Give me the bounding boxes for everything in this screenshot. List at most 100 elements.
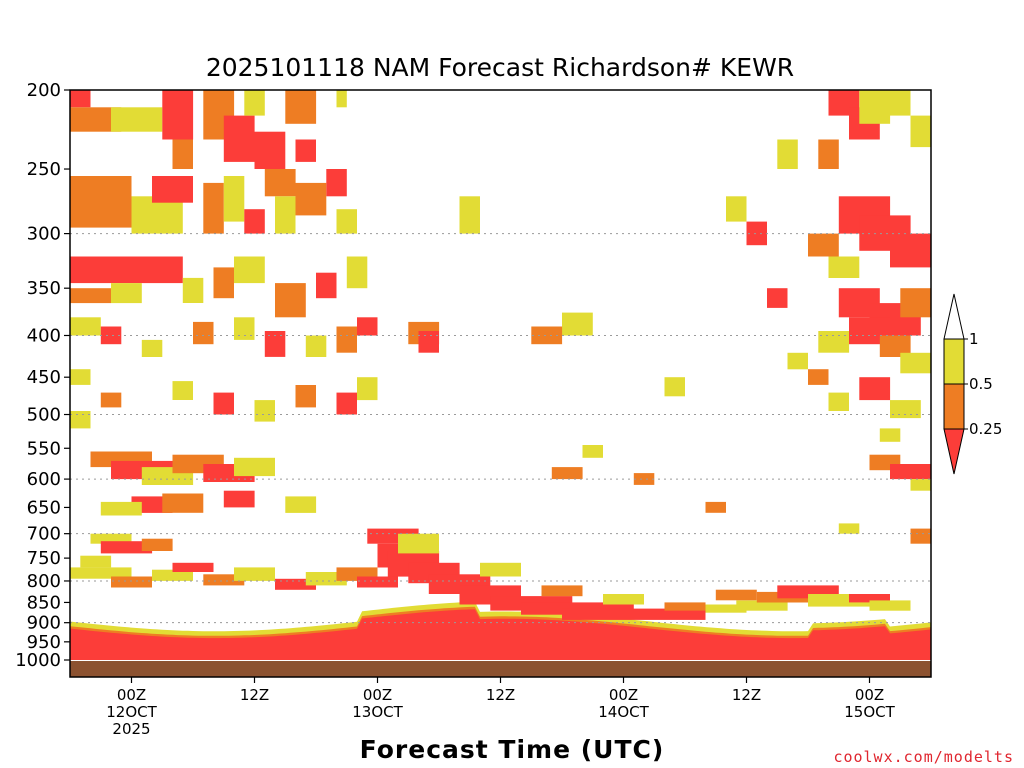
- heatmap-cell: [223, 490, 255, 508]
- heatmap-cell: [213, 392, 234, 415]
- surface-band-low-ri: [70, 609, 931, 660]
- credit-text[interactable]: coolwx.com/modelts: [833, 748, 1014, 766]
- heatmap-cell: [398, 533, 439, 554]
- heatmap-cell: [480, 562, 521, 577]
- heatmap-cell: [254, 400, 275, 422]
- heatmap-cell: [890, 464, 931, 480]
- y-tick-label: 200: [27, 80, 61, 101]
- y-tick-label: 300: [27, 224, 61, 245]
- heatmap-cell: [193, 321, 214, 345]
- heatmap-cell: [664, 377, 685, 397]
- heatmap-cell: [264, 331, 286, 357]
- heatmap-cell: [418, 331, 439, 353]
- heatmap-cell: [767, 288, 788, 308]
- y-tick-label: 250: [27, 159, 61, 180]
- heatmap-cell: [70, 317, 101, 336]
- heatmap-cell: [275, 578, 316, 590]
- heatmap-cell: [100, 326, 122, 345]
- heatmap-cell: [346, 256, 368, 289]
- heatmap-cell: [172, 381, 193, 400]
- heatmap-cell: [152, 569, 193, 581]
- heatmap-cell: [254, 131, 286, 169]
- y-tick-label: 350: [27, 278, 61, 299]
- heatmap-cell: [213, 267, 234, 299]
- heatmap-cell: [828, 392, 849, 411]
- heatmap-cell: [336, 209, 357, 234]
- x-tick-label: 15OCT: [844, 703, 895, 721]
- heatmap-cell: [141, 339, 163, 357]
- x-tick-label: 12Z: [240, 686, 269, 704]
- y-tick-label: 700: [27, 524, 61, 545]
- heatmap-cell: [890, 233, 931, 268]
- ground-strip: [70, 661, 931, 677]
- heatmap-cell: [705, 501, 726, 513]
- heatmap-cell: [357, 576, 398, 588]
- heatmap-cell: [70, 288, 111, 304]
- heatmap-cell: [70, 90, 91, 108]
- x-tick-label: 00Z: [855, 686, 884, 704]
- x-tick-label: 12Z: [486, 686, 515, 704]
- x-tick-label: 13OCT: [352, 703, 403, 721]
- heatmap-cell: [326, 169, 347, 197]
- heatmap-cell: [736, 600, 788, 611]
- heatmap-cell: [828, 256, 860, 278]
- colorbar-label: 0.5: [969, 375, 993, 393]
- heatmap-cell: [746, 221, 767, 246]
- colorbar-segment: [943, 383, 965, 430]
- colorbar-segment: [943, 338, 965, 385]
- heatmap-cell: [900, 352, 932, 374]
- x-tick-label: 00Z: [363, 686, 392, 704]
- heatmap-cell: [879, 428, 901, 442]
- heatmap-cell: [859, 377, 891, 401]
- heatmap-cell: [203, 574, 245, 586]
- y-tick-label: 650: [27, 497, 61, 518]
- heatmap-cell: [90, 533, 132, 544]
- heatmap-cell: [285, 496, 317, 513]
- x-tick-label: 12Z: [732, 686, 761, 704]
- heatmap-cell: [603, 594, 644, 605]
- heatmap-cell: [336, 326, 357, 353]
- heatmap-cell: [172, 562, 214, 572]
- y-tick-label: 400: [27, 325, 61, 346]
- y-tick-label: 850: [27, 592, 61, 613]
- x-tick-label: 2025: [112, 720, 150, 738]
- heatmap-cell: [726, 196, 747, 222]
- heatmap-cell: [459, 196, 480, 234]
- heatmap-cell: [100, 392, 122, 408]
- x-axis-label: Forecast Time (UTC): [360, 735, 665, 764]
- heatmap-cell: [223, 115, 255, 162]
- heatmap-cell: [275, 283, 306, 318]
- y-tick-label: 600: [27, 469, 61, 490]
- heatmap-cell: [818, 139, 839, 169]
- y-tick-label: 450: [27, 367, 61, 388]
- heatmap-cell: [244, 90, 265, 116]
- heatmap-cell: [541, 585, 583, 597]
- heatmap-cell: [336, 90, 347, 108]
- y-tick-label: 500: [27, 405, 61, 426]
- heatmap-cell: [777, 139, 798, 169]
- heatmap-cell: [531, 326, 563, 345]
- y-tick-label: 550: [27, 438, 61, 459]
- heatmap-cell: [705, 604, 747, 613]
- heatmap-cell: [551, 467, 583, 480]
- heatmap-cell: [70, 176, 132, 228]
- heatmap-cell: [141, 538, 173, 551]
- heatmap-cell: [582, 445, 603, 458]
- heatmap-cell: [562, 608, 706, 620]
- chart-title: 2025101118 NAM Forecast Richardson# KEWR: [206, 53, 794, 82]
- heatmap-cell: [859, 90, 891, 124]
- y-tick-label: 950: [27, 632, 61, 653]
- heatmap-cell: [223, 176, 245, 222]
- heatmap-cell: [111, 576, 152, 588]
- heatmap-cell: [111, 283, 142, 304]
- heatmap-cell: [275, 196, 296, 234]
- heatmap-cell: [100, 501, 142, 516]
- heatmap-cell: [203, 182, 224, 234]
- colorbar-lower-triangle: [943, 428, 965, 475]
- heatmap-cell: [890, 90, 911, 116]
- y-tick-label: 1000: [15, 650, 61, 671]
- heatmap-cell: [357, 377, 378, 401]
- heatmap-cell: [80, 555, 112, 568]
- heatmap-cell: [162, 90, 194, 140]
